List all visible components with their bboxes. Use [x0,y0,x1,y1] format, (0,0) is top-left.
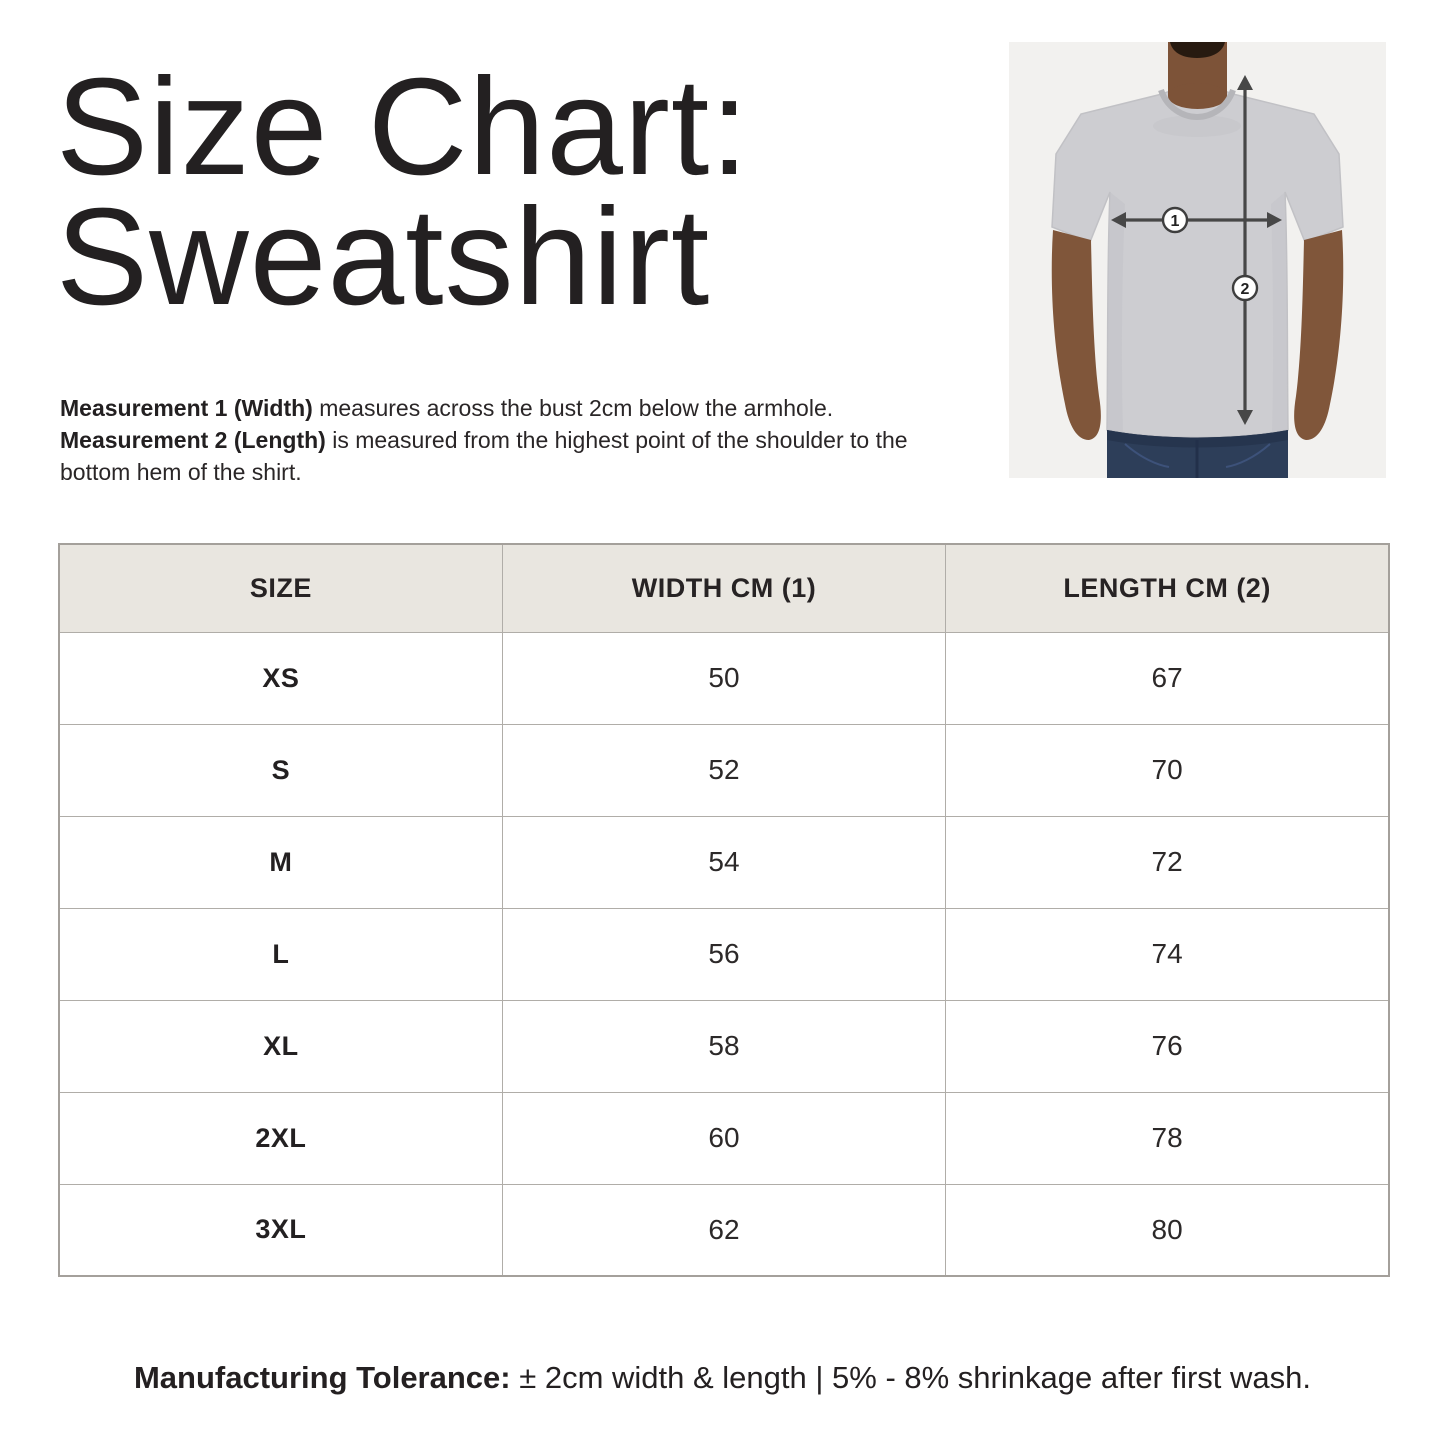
size-table: SIZE WIDTH CM (1) LENGTH CM (2) XS 50 67… [58,543,1390,1277]
table-header-row: SIZE WIDTH CM (1) LENGTH CM (2) [58,543,1390,633]
table-row: XS 50 67 [58,631,1390,725]
measurement-1-badge: 1 [1161,206,1189,234]
jeans-pocket-left [1124,443,1170,468]
model-left-arm [1051,230,1101,440]
tshirt-shade-left [1107,192,1125,432]
col-header-width: WIDTH CM (1) [501,543,947,633]
width-value: 58 [501,999,947,1093]
table-row: S 52 70 [58,723,1390,817]
measurement-1-label: Measurement 1 (Width) [60,395,313,421]
length-value: 78 [945,1091,1390,1185]
measurement-2-text: is measured from the highest point of th… [60,427,908,485]
width-value: 62 [501,1183,947,1277]
model-neck-base [1168,83,1227,109]
table-row: 3XL 62 80 [58,1183,1390,1277]
tolerance-label: Manufacturing Tolerance: [133,1360,511,1395]
width-value: 52 [501,723,947,817]
width-value: 50 [501,631,947,725]
measurement-1-text: measures across the bust 2cm below the a… [312,395,834,421]
length-value: 72 [945,815,1390,909]
measurement-2-note: Measurement 2 (Length) is measured from … [60,424,965,488]
page-title-line1: Size Chart: [56,50,750,204]
tshirt-shade-right [1271,192,1288,432]
col-header-size: SIZE [58,543,503,633]
col-header-length: LENGTH CM (2) [945,543,1390,633]
length-measurement-arrow [1237,75,1253,425]
size-label: L [58,907,503,1001]
length-value: 67 [945,631,1390,725]
width-value: 56 [501,907,947,1001]
size-label: XL [58,999,503,1093]
table-row: XL 58 76 [58,999,1390,1093]
tolerance-note: Manufacturing Tolerance: ± 2cm width & l… [0,1358,1445,1398]
length-value: 70 [945,723,1390,817]
jeans-waistband [1107,430,1288,448]
measurement-2-badge-label: 2 [1241,281,1250,298]
length-value: 74 [945,907,1390,1001]
table-row: 2XL 60 78 [58,1091,1390,1185]
measurement-1-note: Measurement 1 (Width) measures across th… [60,392,965,424]
width-value: 60 [501,1091,947,1185]
table-row: L 56 74 [58,907,1390,1001]
collar-shadow [1153,115,1241,137]
size-label: 2XL [58,1091,503,1185]
size-label: M [58,815,503,909]
size-label: S [58,723,503,817]
measurement-1-badge-label: 1 [1171,213,1180,230]
length-value: 80 [945,1183,1390,1277]
tolerance-text: ± 2cm width & length | 5% - 8% shrinkage… [510,1360,1312,1395]
page-title-line2: Sweatshirt [56,180,711,334]
measurement-2-badge: 2 [1231,274,1259,302]
length-value: 76 [945,999,1390,1093]
model-photo: 1 2 [1009,42,1386,478]
model-right-arm [1294,230,1344,440]
jeans-pocket-right [1225,443,1271,468]
measurement-2-label: Measurement 2 (Length) [60,427,326,453]
collar-rim [1158,88,1236,121]
page-title: Size Chart: Sweatshirt [56,50,750,334]
table-row: M 54 72 [58,815,1390,909]
size-label: XS [58,631,503,725]
width-value: 54 [501,815,947,909]
size-label: 3XL [58,1183,503,1277]
model-chin [1170,42,1225,58]
measurement-notes: Measurement 1 (Width) measures across th… [60,392,965,488]
